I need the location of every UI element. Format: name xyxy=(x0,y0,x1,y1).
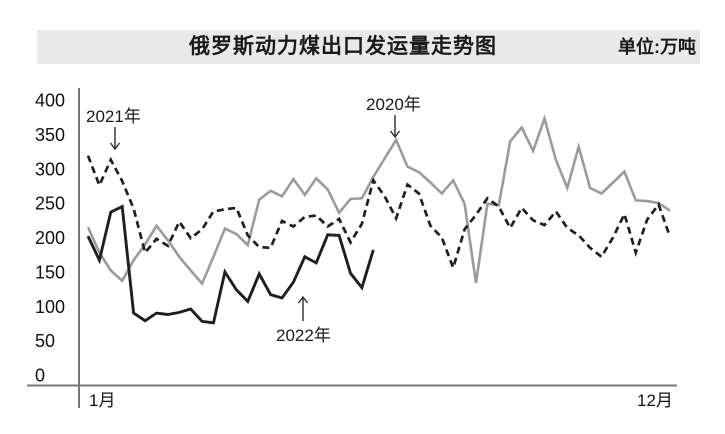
unit-label: 单位:万吨 xyxy=(618,37,696,57)
annotation-label-2022: 2022年 xyxy=(276,326,331,345)
series-line-2022 xyxy=(86,204,375,325)
annotation-label-2020: 2020年 xyxy=(366,95,421,114)
y-tick-label: 0 xyxy=(35,366,45,386)
chart-title: 俄罗斯动力煤出口发运量走势图 xyxy=(189,35,497,58)
y-tick-label: 150 xyxy=(35,262,65,282)
y-tick-label: 250 xyxy=(35,194,65,214)
y-tick-label: 50 xyxy=(35,331,55,351)
series-line-2020 xyxy=(86,114,671,287)
chart-header-bar: 俄罗斯动力煤出口发运量走势图 单位:万吨 xyxy=(37,30,700,64)
annotation-arrow-head-2021 xyxy=(109,142,121,151)
annotation-arrow-head-2022 xyxy=(297,295,309,304)
y-tick-label: 400 xyxy=(35,91,65,111)
y-tick-label: 350 xyxy=(35,125,65,145)
annotation-arrow-head-2020 xyxy=(389,130,401,139)
series-line-2021 xyxy=(86,155,672,273)
annotation-label-2021: 2021年 xyxy=(86,107,141,126)
y-tick-label: 100 xyxy=(35,297,65,317)
y-tick-label: 300 xyxy=(35,159,65,179)
x-label-dec: 12月 xyxy=(637,391,673,410)
x-label-jan: 1月 xyxy=(89,391,115,410)
y-tick-label: 200 xyxy=(35,228,65,248)
